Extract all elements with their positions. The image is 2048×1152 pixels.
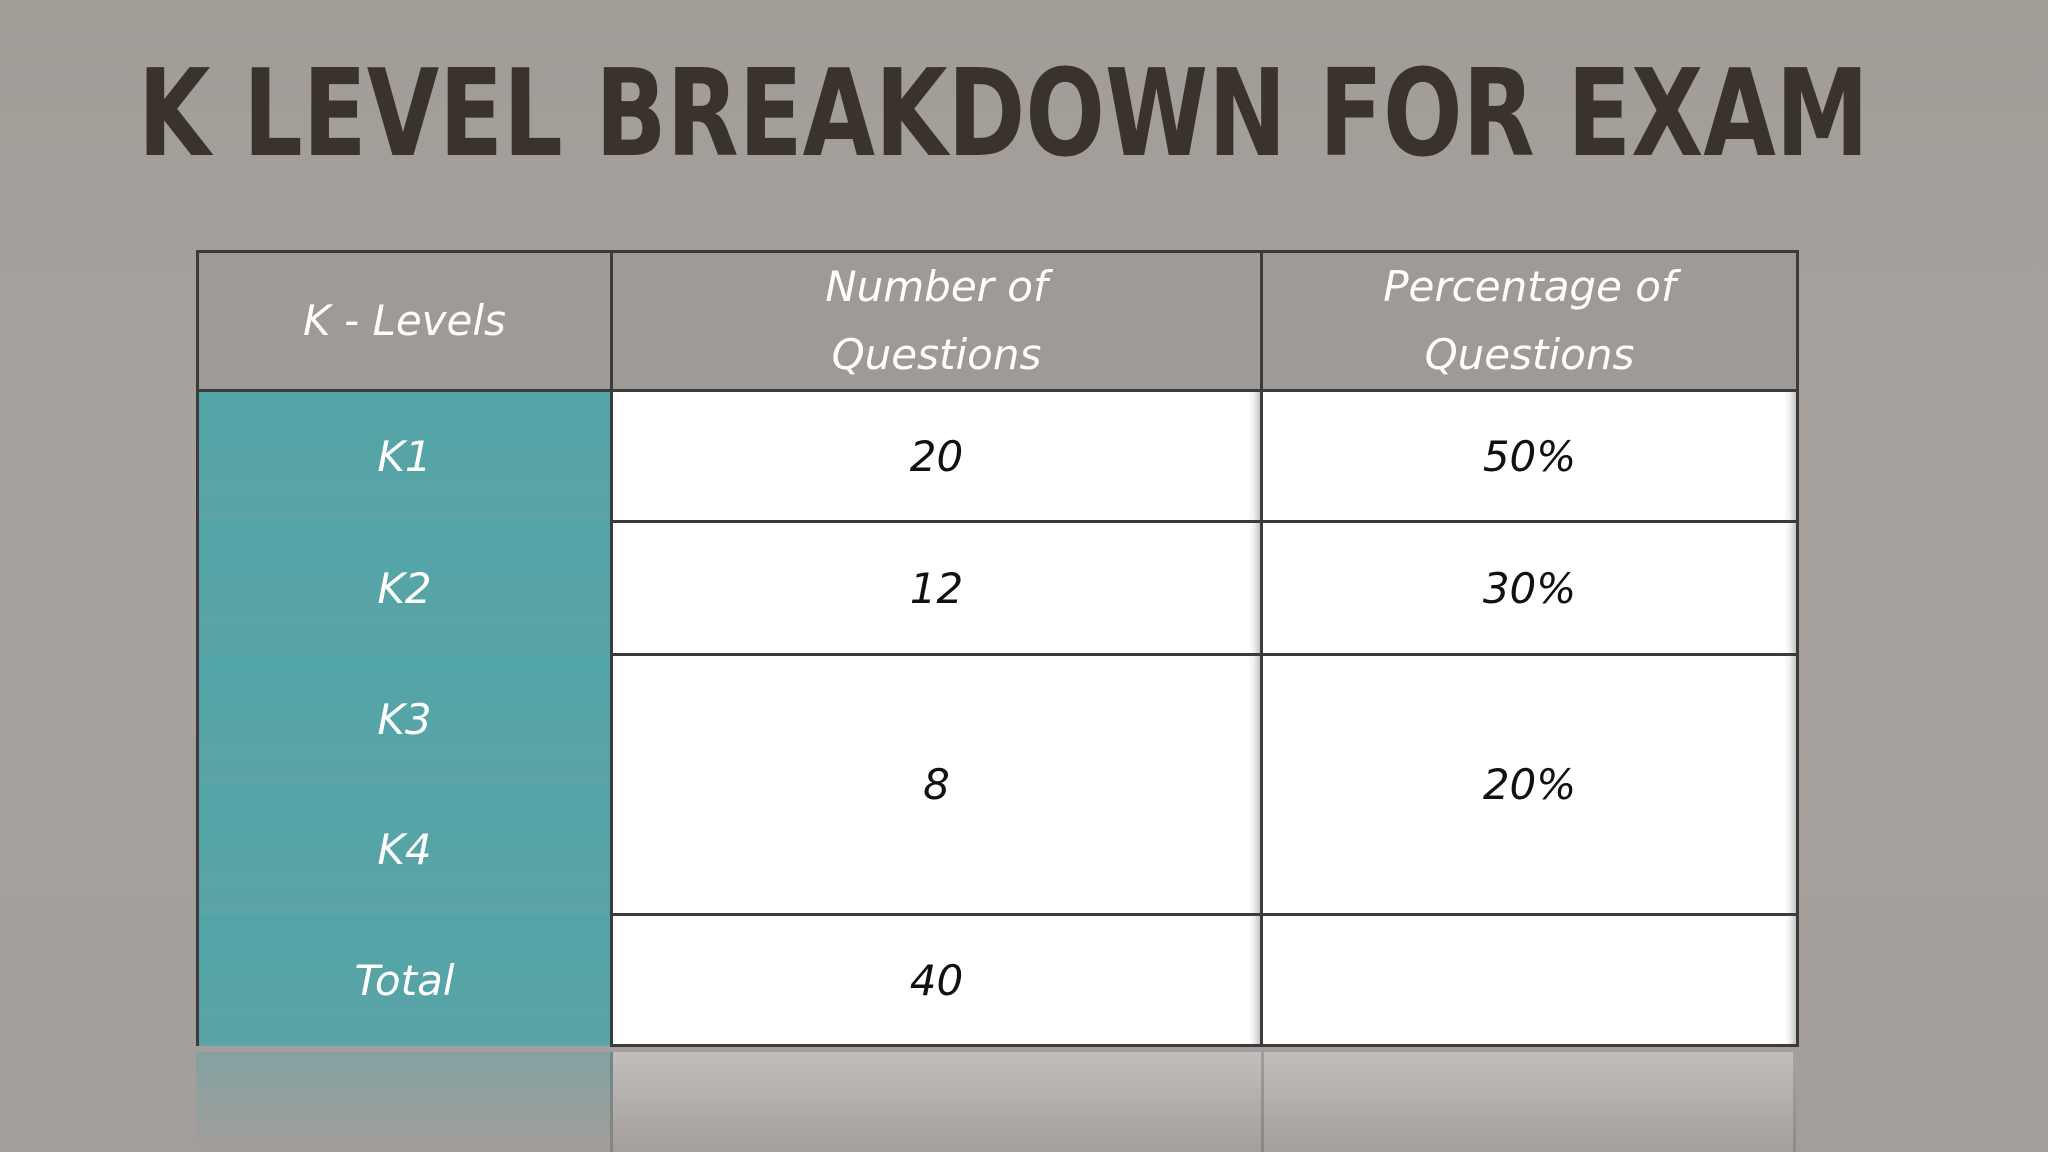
table-row: K2 12 30% xyxy=(196,520,1799,656)
header-percentage-of-questions: Percentage of Questions xyxy=(1260,250,1799,392)
percent-cell-total xyxy=(1260,913,1799,1047)
percent-cell: 30% xyxy=(1260,520,1799,656)
percent-cell: 50% xyxy=(1260,389,1799,523)
count-cell-total: 40 xyxy=(610,913,1263,1047)
count-cell: 8 xyxy=(610,653,1263,916)
count-cell: 20 xyxy=(610,389,1263,523)
percent-cell: 20% xyxy=(1260,653,1799,916)
table-reflection xyxy=(196,1052,1796,1152)
table-header-row: K - Levels Number of Questions Percentage… xyxy=(196,250,1799,392)
header-k-levels: K - Levels xyxy=(196,250,613,392)
table-row-total: Total 40 xyxy=(196,913,1799,1047)
level-cell: K2 xyxy=(196,521,612,655)
reflection-level-col xyxy=(196,1052,613,1152)
reflection-percent-col xyxy=(1264,1052,1796,1152)
level-cell: K1 xyxy=(196,390,612,522)
k-level-table-container: K - Levels Number of Questions Percentage… xyxy=(196,250,1799,1047)
slide-title: K LEVEL BREAKDOWN FOR EXAM xyxy=(138,45,1869,184)
table-row: K4 xyxy=(196,784,1798,915)
level-cell: K3 xyxy=(196,654,612,785)
level-cell: K4 xyxy=(196,784,612,915)
table-row: K3 8 20% xyxy=(196,653,1799,916)
header-number-of-questions: Number of Questions xyxy=(610,250,1263,392)
count-cell: 12 xyxy=(610,520,1263,656)
level-cell-total: Total xyxy=(196,914,612,1046)
reflection-count-col xyxy=(613,1052,1264,1152)
table-row: K1 20 50% xyxy=(196,389,1799,523)
k-level-table: K - Levels Number of Questions Percentage… xyxy=(196,250,1799,1047)
